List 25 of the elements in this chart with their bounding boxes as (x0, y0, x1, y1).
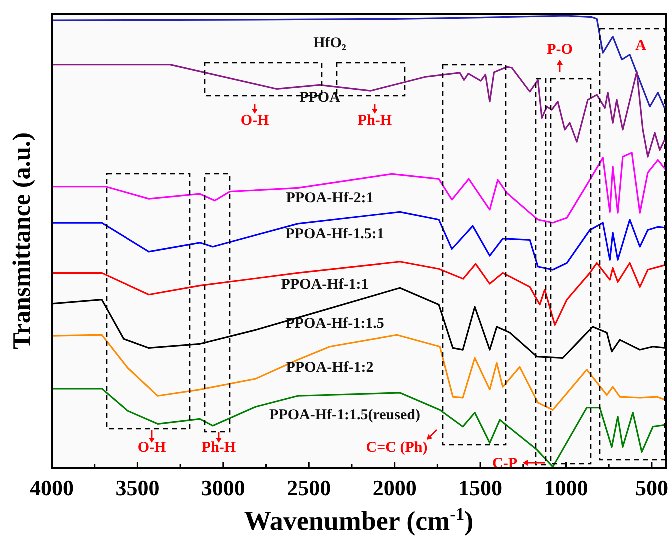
series-label: PPOA-Hf-1:2 (286, 360, 374, 376)
x-tick-label: 3500 (116, 476, 160, 501)
x-tick-label: 2000 (372, 476, 417, 501)
x-tick-label: 1500 (458, 476, 503, 501)
series-label: HfO₂ (314, 36, 347, 52)
series-label: PPOA-Hf-1:1.5(reused) (270, 408, 420, 424)
annotation: C=C (Ph) (366, 440, 428, 456)
y-axis-title: Transmittance (a.u.) (9, 132, 36, 350)
annotation: Ph-H (358, 113, 392, 129)
annotation: A (636, 38, 647, 54)
x-tick-label: 3000 (201, 476, 246, 501)
series-label: PPOA-Hf-1.5:1 (286, 226, 384, 243)
annotation: O-H (240, 113, 270, 129)
annotation: O-H (138, 440, 166, 456)
x-tick-label: 500 (635, 476, 668, 501)
annotation: Ph-H (202, 440, 236, 456)
annotation: P-O (547, 42, 573, 58)
x-tick-label: 4000 (30, 476, 74, 501)
x-tick-label: 1000 (544, 476, 588, 501)
series-label: PPOA-Hf-2:1 (286, 190, 374, 206)
series-label: PPOA (300, 90, 341, 106)
x-axis-title: Wavenumber (cm$^{-1}$) (244, 504, 474, 536)
series-label: PPOA-Hf-1:1.5 (286, 316, 384, 332)
series-label: PPOA-Hf-1:1 (281, 277, 369, 294)
x-tick-label: 2500 (287, 476, 332, 501)
